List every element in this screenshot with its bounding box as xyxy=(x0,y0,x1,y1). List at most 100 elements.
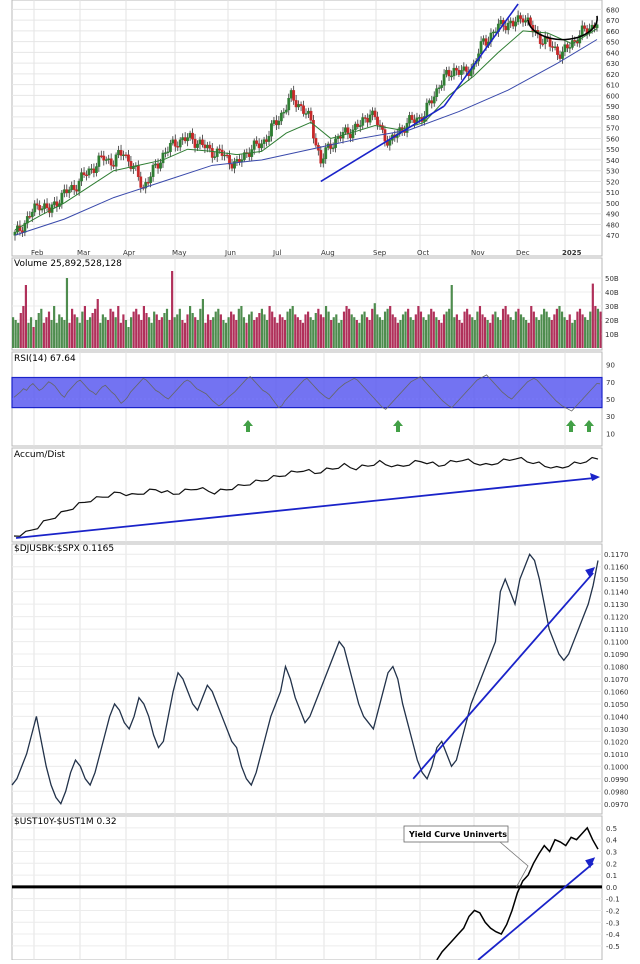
price-candle xyxy=(484,38,488,46)
price-y-tick: 600 xyxy=(606,92,619,100)
price-x-tick: Apr xyxy=(123,249,135,257)
volume-bar xyxy=(186,314,189,348)
price-candle xyxy=(366,118,370,123)
price-y-tick: 640 xyxy=(606,49,619,57)
volume-bar xyxy=(199,308,202,348)
volume-bar xyxy=(65,278,69,348)
price-candle xyxy=(265,139,268,142)
price-x-tick: May xyxy=(172,249,186,257)
volume-bar xyxy=(437,320,441,348)
volume-bar xyxy=(553,314,556,348)
price-x-tick: Aug xyxy=(321,249,335,257)
price-candle xyxy=(87,168,91,176)
volume-bar xyxy=(394,317,397,348)
rsi-band xyxy=(11,376,603,409)
rsi-y-tick: 30 xyxy=(606,413,615,421)
price-candle xyxy=(289,90,293,99)
volume-bar xyxy=(17,322,20,348)
volume-bar xyxy=(101,314,104,348)
volume-bar xyxy=(450,285,453,348)
price-candle xyxy=(38,205,42,211)
price-candle xyxy=(28,216,32,218)
price-candle xyxy=(561,51,564,59)
volume-bar xyxy=(194,317,197,348)
price-candle xyxy=(238,159,241,162)
volume-bar xyxy=(496,317,500,348)
volume-bar xyxy=(242,317,246,348)
price-candle xyxy=(35,203,39,206)
volume-bar xyxy=(14,320,17,348)
spread-y-tick: -0.2 xyxy=(606,907,620,915)
price-candle xyxy=(314,137,318,146)
volume-bar xyxy=(104,317,107,348)
price-candle xyxy=(568,47,572,49)
volume-bar xyxy=(27,322,30,348)
volume-bar xyxy=(530,306,533,348)
price-candle xyxy=(186,137,190,142)
price-candle xyxy=(149,176,153,183)
price-candle xyxy=(348,133,352,139)
price-candle xyxy=(205,144,209,149)
price-candle xyxy=(455,67,458,71)
volume-bar xyxy=(327,311,330,348)
volume-bar xyxy=(543,308,546,348)
price-candle xyxy=(183,137,187,142)
price-candle xyxy=(77,180,81,192)
rsi-y-tick: 90 xyxy=(606,362,615,370)
volume-bar xyxy=(88,317,92,348)
volume-bar xyxy=(317,308,320,348)
price-candle xyxy=(418,117,421,119)
volume-bar xyxy=(248,314,251,348)
callout-pointer xyxy=(499,841,529,888)
rsi-y-tick: 50 xyxy=(606,396,615,404)
volume-bar xyxy=(401,314,405,348)
volume-bar xyxy=(442,314,446,348)
volume-bar xyxy=(181,320,184,348)
price-y-tick: 500 xyxy=(606,200,619,208)
volume-bar xyxy=(112,311,115,348)
price-candle xyxy=(410,115,414,120)
price-candle xyxy=(499,20,503,25)
price-candle xyxy=(309,110,313,121)
price-y-tick: 560 xyxy=(606,135,619,143)
volume-bar xyxy=(568,314,571,348)
volume-bar xyxy=(119,322,122,348)
price-y-tick: 470 xyxy=(606,232,619,240)
price-candle xyxy=(144,182,148,189)
volume-bar xyxy=(599,311,602,348)
volume-bar xyxy=(86,320,89,348)
volume-bar xyxy=(165,308,169,348)
price-candle xyxy=(210,148,214,158)
volume-bar xyxy=(142,306,146,348)
volume-bar xyxy=(478,306,482,348)
volume-bar xyxy=(155,314,158,348)
volume-bar xyxy=(458,320,461,348)
rsi-y-tick: 70 xyxy=(606,379,615,387)
accum-dist-arrowhead xyxy=(590,473,600,481)
volume-bar xyxy=(371,308,374,348)
volume-bar xyxy=(494,311,497,348)
volume-bar xyxy=(135,308,138,348)
price-candle xyxy=(408,115,411,124)
price-candle xyxy=(445,69,448,75)
volume-bar xyxy=(145,313,148,348)
ratio-y-tick: 0.1110 xyxy=(604,626,629,634)
volume-bar xyxy=(130,317,133,348)
price-candle xyxy=(260,143,264,149)
spread-title: $UST10Y-$UST1M 0.32 xyxy=(14,817,117,827)
spread-trendline xyxy=(477,862,594,961)
volume-bar xyxy=(389,306,392,348)
price-candle xyxy=(164,152,167,154)
volume-bar xyxy=(514,311,517,348)
price-candle xyxy=(228,155,231,165)
price-candle xyxy=(331,147,335,149)
accum-dist-trendline xyxy=(15,477,595,539)
volume-bar xyxy=(471,317,474,348)
price-candle xyxy=(595,24,599,29)
volume-bar xyxy=(373,303,376,348)
volume-bar xyxy=(50,320,53,348)
volume-bar xyxy=(163,313,166,348)
spread-y-tick: 0.2 xyxy=(606,860,617,868)
volume-bar xyxy=(271,311,274,348)
